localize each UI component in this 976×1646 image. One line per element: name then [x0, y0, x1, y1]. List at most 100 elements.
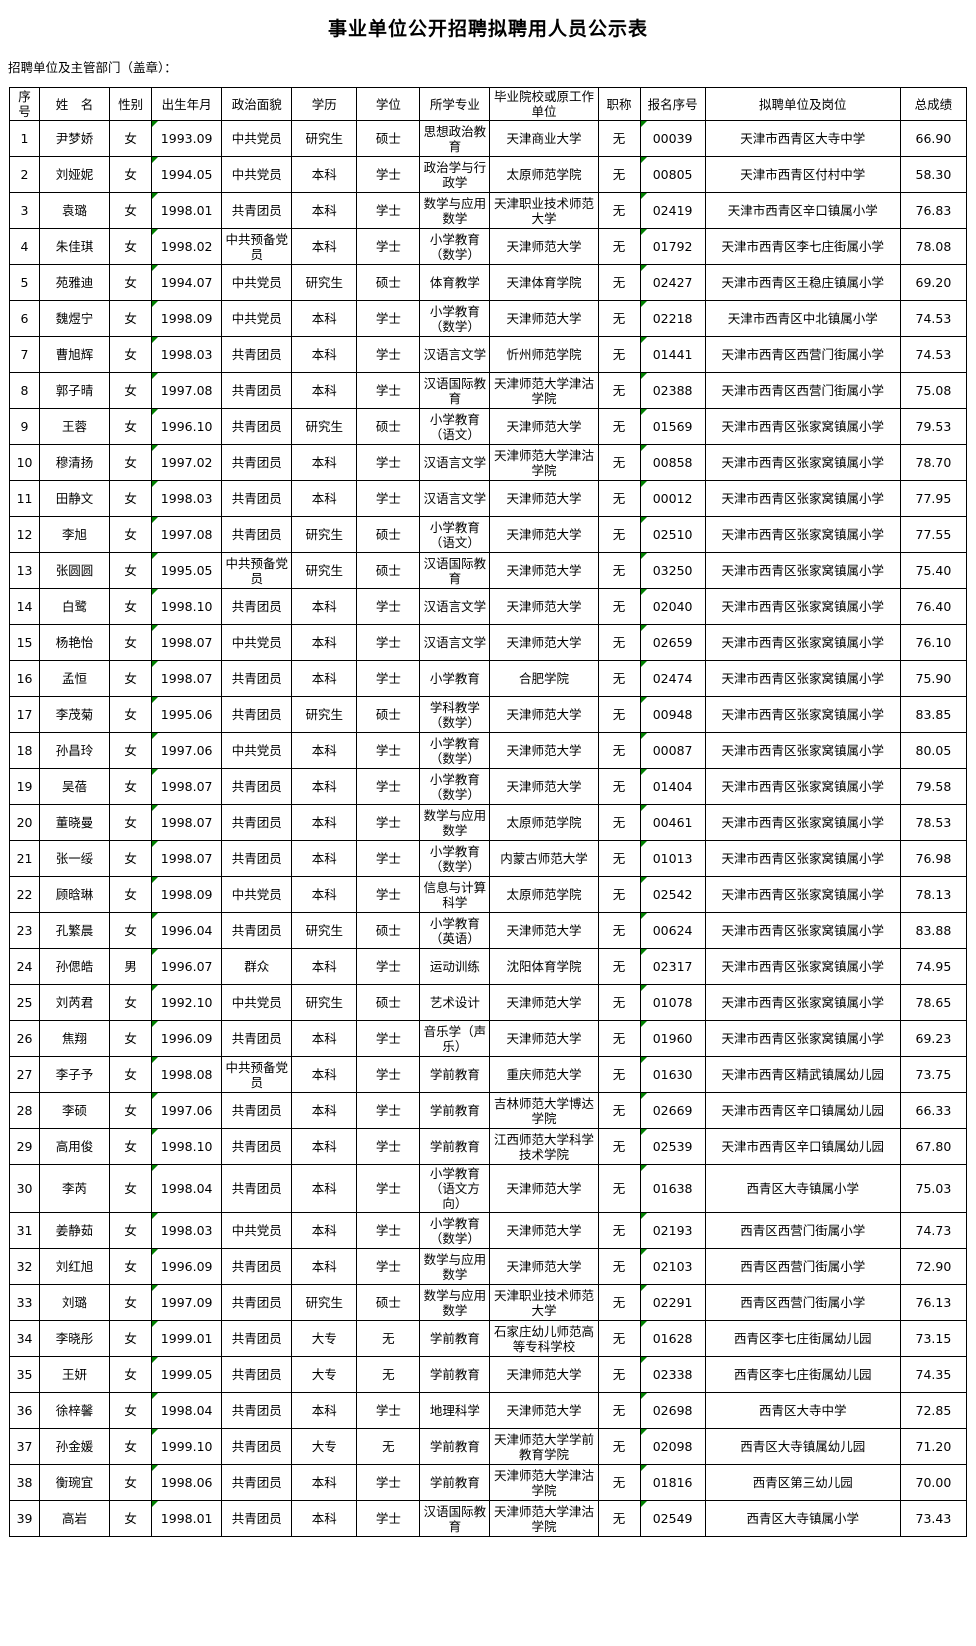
cell-gender: 女	[109, 984, 153, 1021]
cell-score: 83.88	[899, 912, 968, 949]
cell-birth: 1994.05	[151, 156, 223, 193]
cell-major: 小学教育（数学）	[419, 768, 491, 805]
cell-birth: 1996.04	[151, 912, 223, 949]
cell-school: 天津师范大学	[489, 408, 599, 445]
cell-degree: 学士	[356, 660, 421, 697]
cell-education: 研究生	[291, 696, 358, 733]
cell-score: 83.85	[899, 696, 968, 733]
cell-major: 艺术设计	[419, 984, 491, 1021]
cell-political: 共青团员	[221, 1092, 293, 1129]
cell-title: 无	[597, 156, 641, 193]
cell-education: 本科	[291, 444, 358, 481]
cell-education: 本科	[291, 1128, 358, 1165]
cell-regno: 02098	[639, 1428, 706, 1465]
cell-gender: 女	[109, 192, 153, 229]
cell-title: 无	[597, 1464, 641, 1501]
cell-degree: 学士	[356, 948, 421, 985]
cell-score: 78.53	[899, 804, 968, 841]
cell-title: 无	[597, 120, 641, 157]
cell-regno: 00624	[639, 912, 706, 949]
cell-index: 32	[8, 1248, 41, 1285]
cell-title: 无	[597, 552, 641, 589]
cell-school: 天津商业大学	[489, 120, 599, 157]
cell-score: 70.00	[899, 1464, 968, 1501]
cell-school: 天津师范大学	[489, 1356, 599, 1393]
cell-political: 共青团员	[221, 192, 293, 229]
cell-education: 本科	[291, 948, 358, 985]
cell-title: 无	[597, 480, 641, 517]
cell-major: 小学教育（数学）	[419, 228, 491, 265]
cell-title: 无	[597, 1092, 641, 1129]
cell-name: 魏煜宁	[39, 300, 111, 337]
table-row: 11 田静文女 1998.03 共青团员 本科 学士 汉语言文学 天津师范大学无 00012 天津…	[8, 480, 968, 517]
cell-education: 本科	[291, 660, 358, 697]
cell-name: 孔繁晨	[39, 912, 111, 949]
cell-birth: 1996.09	[151, 1020, 223, 1057]
cell-birth: 1998.03	[151, 1212, 223, 1249]
table-row: 12 李旭女 1997.08 共青团员 研究生 硕士 小学教育（语文） 天津师范大学无 0251…	[8, 516, 968, 553]
cell-school: 沈阳体育学院	[489, 948, 599, 985]
cell-major: 学前教育	[419, 1320, 491, 1357]
cell-title: 无	[597, 444, 641, 481]
cell-school: 天津师范大学	[489, 228, 599, 265]
cell-index: 5	[8, 264, 41, 301]
cell-position: 天津市西青区精武镇属幼儿园	[704, 1056, 901, 1093]
table-row: 8 郭子晴女 1997.08 共青团员 本科 学士 汉语国际教育 天津师范大学津沽学院无 023…	[8, 372, 968, 409]
cell-regno: 00948	[639, 696, 706, 733]
cell-index: 39	[8, 1500, 41, 1537]
cell-birth: 1998.09	[151, 300, 223, 337]
cell-score: 76.98	[899, 840, 968, 877]
cell-degree: 学士	[356, 300, 421, 337]
cell-regno: 01638	[639, 1164, 706, 1213]
cell-name: 衡琬宜	[39, 1464, 111, 1501]
cell-birth: 1996.07	[151, 948, 223, 985]
cell-degree: 硕士	[356, 696, 421, 733]
cell-education: 本科	[291, 336, 358, 373]
cell-education: 本科	[291, 1392, 358, 1429]
cell-position: 天津市西青区张家窝镇属小学	[704, 948, 901, 985]
cell-regno: 02338	[639, 1356, 706, 1393]
cell-position: 天津市西青区张家窝镇属小学	[704, 624, 901, 661]
cell-degree: 学士	[356, 732, 421, 769]
cell-degree: 学士	[356, 1464, 421, 1501]
cell-position: 天津市西青区辛口镇属幼儿园	[704, 1092, 901, 1129]
cell-name: 徐梓馨	[39, 1392, 111, 1429]
col-header-political: 政治面貌	[221, 87, 293, 121]
cell-school: 天津师范大学	[489, 624, 599, 661]
cell-index: 14	[8, 588, 41, 625]
table-row: 20 董晓曼女 1998.07 共青团员 本科 学士 数学与应用数学 太原师范学院无 00461…	[8, 804, 968, 841]
cell-birth: 1998.03	[151, 480, 223, 517]
cell-score: 73.43	[899, 1500, 968, 1537]
cell-major: 汉语言文学	[419, 480, 491, 517]
cell-position: 天津市西青区张家窝镇属小学	[704, 552, 901, 589]
table-row: 36 徐梓馨女 1998.04 共青团员 本科 学士 地理科学 天津师范大学无 02698 西青区…	[8, 1392, 968, 1429]
table-row: 39 高岩女 1998.01 共青团员 本科 学士 汉语国际教育 天津师范大学津沽学院无 025…	[8, 1500, 968, 1537]
cell-major: 数学与应用数学	[419, 1248, 491, 1285]
cell-degree: 硕士	[356, 912, 421, 949]
col-header-name: 姓 名	[39, 87, 111, 121]
cell-position: 天津市西青区王稳庄镇属小学	[704, 264, 901, 301]
table-row: 37 孙金媛女 1999.10 共青团员 大专无学前教育 天津师范大学学前教育学院无 020…	[8, 1428, 968, 1465]
cell-gender: 女	[109, 732, 153, 769]
cell-index: 31	[8, 1212, 41, 1249]
cell-position: 西青区第三幼儿园	[704, 1464, 901, 1501]
cell-index: 12	[8, 516, 41, 553]
cell-name: 田静文	[39, 480, 111, 517]
cell-title: 无	[597, 1500, 641, 1537]
cell-gender: 女	[109, 552, 153, 589]
cell-score: 78.13	[899, 876, 968, 913]
table-row: 7 曹旭辉女 1998.03 共青团员 本科 学士 汉语言文学 忻州师范学院无 01441 天津市…	[8, 336, 968, 373]
cell-name: 李晓彤	[39, 1320, 111, 1357]
cell-name: 王蓉	[39, 408, 111, 445]
cell-title: 无	[597, 1356, 641, 1393]
cell-education: 本科	[291, 1212, 358, 1249]
page-title: 事业单位公开招聘拟聘用人员公示表	[327, 18, 648, 40]
cell-name: 李茂菊	[39, 696, 111, 733]
cell-title: 无	[597, 1212, 641, 1249]
cell-education: 本科	[291, 840, 358, 877]
cell-degree: 学士	[356, 804, 421, 841]
cell-degree: 硕士	[356, 120, 421, 157]
cell-name: 张圆圆	[39, 552, 111, 589]
cell-title: 无	[597, 1320, 641, 1357]
cell-index: 10	[8, 444, 41, 481]
